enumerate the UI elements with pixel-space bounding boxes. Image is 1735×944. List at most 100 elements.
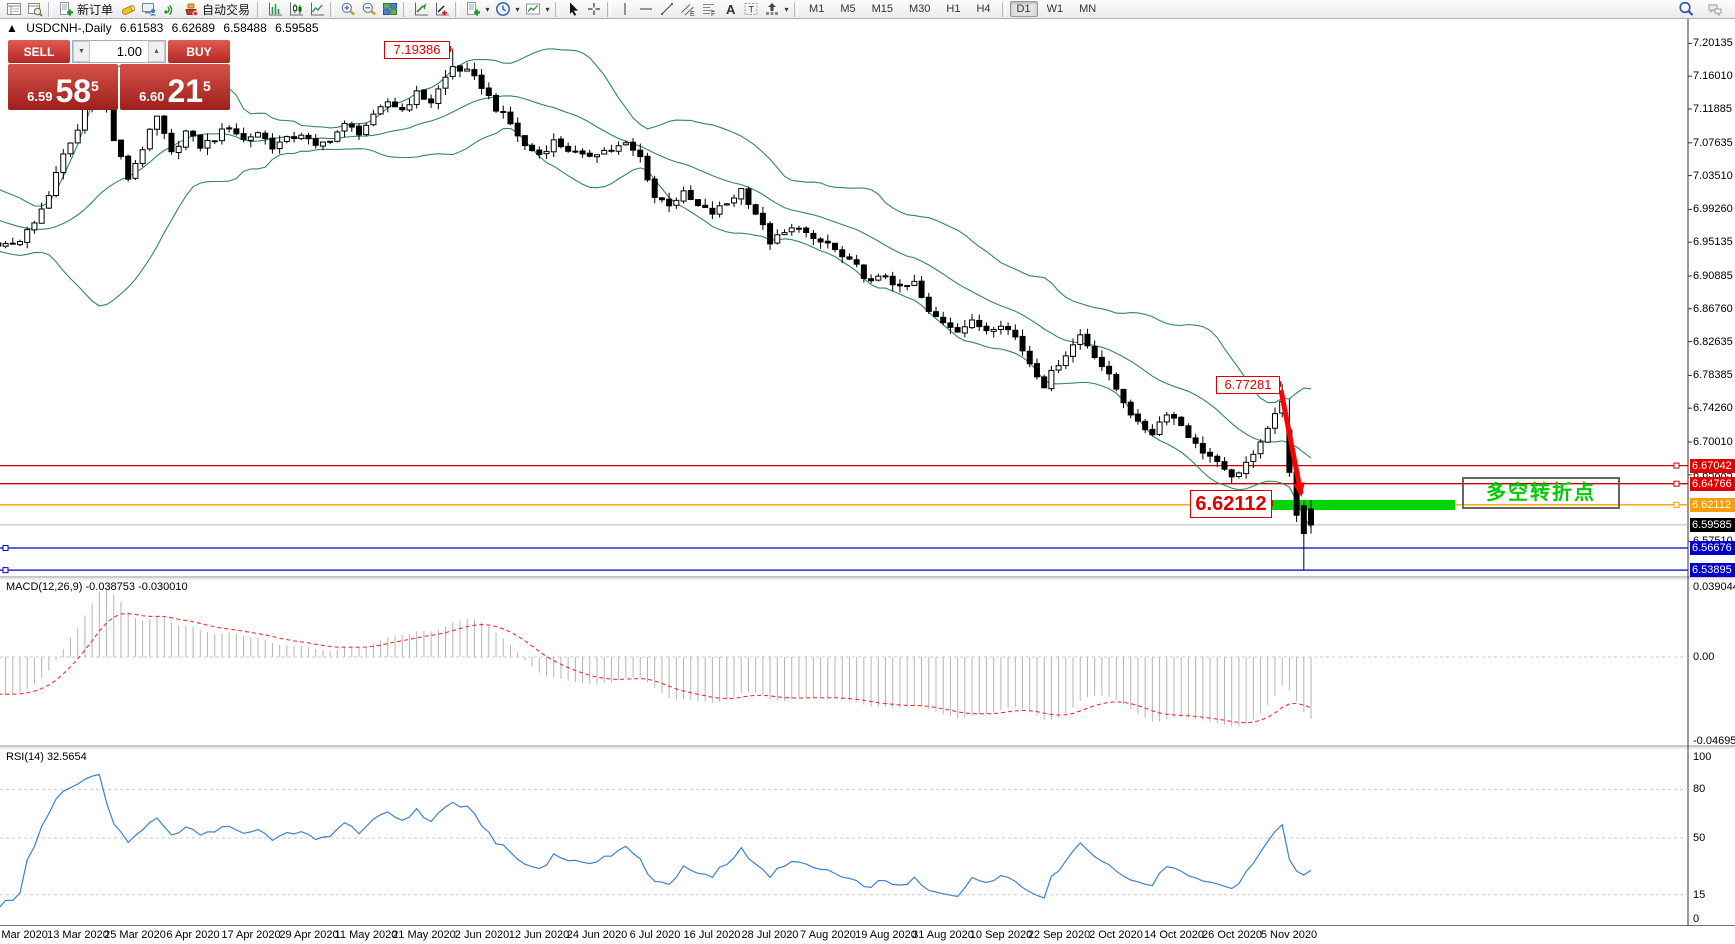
- timeframe-m30-button[interactable]: M30: [909, 3, 931, 15]
- timeframe-d1-button[interactable]: D1: [1009, 1, 1038, 17]
- vertical-line-icon[interactable]: [614, 1, 635, 18]
- price-tick: 6.95135: [1693, 236, 1733, 248]
- cursor-icon[interactable]: [562, 1, 583, 18]
- date-label: 6 Apr 2020: [166, 929, 220, 941]
- open-value: 6.61583: [119, 21, 164, 35]
- timeframe-m15-button[interactable]: M15: [871, 3, 893, 15]
- collapse-arrow-icon[interactable]: ▲: [6, 21, 18, 35]
- price-tick: 7.11885: [1693, 103, 1732, 115]
- autotrading-icon[interactable]: [180, 1, 201, 18]
- toolbar-separator: [794, 1, 799, 17]
- price-tick: 6.70010: [1693, 436, 1733, 448]
- price-tag: 6.64766: [1690, 477, 1735, 491]
- arrows-icon[interactable]: [761, 1, 782, 18]
- timeframe-h1-button[interactable]: H1: [946, 3, 961, 15]
- equidistant-channel-icon[interactable]: E: [677, 1, 698, 18]
- volume-input[interactable]: 1.00: [116, 44, 142, 59]
- buy-price-small: 6.60: [139, 89, 165, 104]
- sell-price-small: 6.59: [27, 89, 53, 104]
- rsi-axis-label: 100: [1693, 751, 1712, 763]
- sell-price-panel[interactable]: 6.59 58 5: [8, 64, 118, 110]
- rsi-axis-label: 50: [1693, 832, 1706, 844]
- date-label: 31 Aug 2020: [912, 929, 974, 941]
- indicators-icon[interactable]: [410, 1, 431, 18]
- bar-chart-icon[interactable]: [264, 1, 285, 18]
- date-label: 26 Oct 2020: [1202, 929, 1262, 941]
- price-label-key-level[interactable]: 6.62112: [1190, 490, 1272, 518]
- date-label: 14 Oct 2020: [1144, 929, 1204, 941]
- toolbar-separator: [48, 1, 52, 17]
- new-chart-icon[interactable]: [462, 1, 483, 18]
- sell-button[interactable]: SELL: [8, 40, 70, 63]
- tile-windows-icon[interactable]: [379, 1, 400, 18]
- green-highlight-bar: [1272, 500, 1455, 510]
- one-click-trading-panel: SELL ▼ 1.00 ▲ BUY 6.59 58 5 6.60 21 5: [8, 40, 230, 110]
- price-tick: 6.74260: [1693, 402, 1733, 414]
- chat-icon[interactable]: [1704, 1, 1725, 18]
- date-label: 25 Mar 2020: [104, 929, 166, 941]
- terminal-icon[interactable]: [138, 1, 159, 18]
- volume-decrease-button[interactable]: ▼: [73, 41, 90, 62]
- low-value: 6.58488: [223, 21, 267, 35]
- horizontal-line-icon[interactable]: [635, 1, 656, 18]
- templates-caret[interactable]: ▾: [545, 4, 550, 14]
- line-chart-icon[interactable]: [306, 1, 327, 18]
- arrows-caret[interactable]: ▾: [784, 4, 789, 14]
- macd-pane-title: MACD(12,26,9) -0.038753 -0.030010: [6, 581, 188, 593]
- history-center-icon[interactable]: [117, 1, 138, 18]
- toolbar-separator: [455, 1, 460, 17]
- price-tag: 6.67042: [1690, 459, 1735, 473]
- crosshair-icon[interactable]: [583, 1, 604, 18]
- periods-caret[interactable]: ▾: [515, 4, 520, 14]
- volume-stepper: ▼ 1.00 ▲: [72, 40, 166, 63]
- macd-axis-label: -0.046959: [1693, 735, 1735, 747]
- chart-ohlc-header: ▲ USDCNH-,Daily 6.61583 6.62689 6.58488 …: [6, 21, 324, 35]
- price-tick: 6.86760: [1693, 303, 1733, 315]
- candle-chart-icon[interactable]: [285, 1, 306, 18]
- periods-icon[interactable]: [492, 1, 513, 18]
- price-label-high[interactable]: 7.19386: [384, 41, 450, 59]
- toolbar-separator: [257, 1, 262, 17]
- date-label: 2 Jun 2020: [454, 929, 510, 941]
- text-label-icon[interactable]: T: [740, 1, 761, 18]
- add-indicator-icon[interactable]: [431, 1, 452, 18]
- timeframe-m5-button[interactable]: M5: [840, 3, 856, 15]
- text-icon[interactable]: A: [719, 1, 740, 18]
- close-value: 6.59585: [275, 21, 319, 35]
- buy-button[interactable]: BUY: [168, 40, 230, 63]
- search-icon[interactable]: [1675, 1, 1696, 18]
- volume-increase-button[interactable]: ▲: [148, 41, 165, 62]
- fibonacci-icon[interactable]: F: [698, 1, 719, 18]
- price-label-swing-high[interactable]: 6.77281: [1216, 376, 1280, 394]
- rsi-pane-title: RSI(14) 32.5654: [6, 751, 87, 763]
- svg-text:F: F: [711, 11, 715, 17]
- new-chart-caret[interactable]: ▾: [485, 4, 490, 14]
- date-label: 6 Jul 2020: [629, 929, 681, 941]
- buy-price-panel[interactable]: 6.60 21 5: [120, 64, 230, 110]
- chinese-note-textbox[interactable]: 多空转折点: [1462, 477, 1620, 509]
- data-window-icon[interactable]: [24, 1, 45, 18]
- svg-text:A: A: [726, 2, 736, 17]
- templates-icon[interactable]: [522, 1, 543, 18]
- new-order-icon[interactable]: [55, 1, 76, 18]
- price-tick: 7.03510: [1693, 170, 1733, 182]
- zoom-in-icon[interactable]: [337, 1, 358, 18]
- market-watch-icon[interactable]: [3, 1, 24, 18]
- timeframe-mn-button[interactable]: MN: [1079, 3, 1097, 15]
- toolbar-separator: [403, 1, 408, 17]
- date-label: 22 Sep 2020: [1027, 929, 1091, 941]
- price-tick: 7.16010: [1693, 70, 1733, 82]
- timeframe-h4-button[interactable]: H4: [976, 3, 991, 15]
- date-label: 2 Oct 2020: [1089, 929, 1143, 941]
- signals-icon[interactable]: [159, 1, 180, 18]
- trendline-icon[interactable]: [656, 1, 677, 18]
- date-label: 29 Apr 2020: [279, 929, 339, 941]
- macd-axis-label: 0.039044: [1693, 581, 1735, 593]
- timeframe-w1-button[interactable]: W1: [1046, 3, 1064, 15]
- rsi-axis-label: 80: [1693, 783, 1706, 795]
- date-label: 10 Sep 2020: [969, 929, 1033, 941]
- toolbar-separator: [607, 1, 612, 17]
- zoom-out-icon[interactable]: [358, 1, 379, 18]
- timeframe-m1-button[interactable]: M1: [809, 3, 825, 15]
